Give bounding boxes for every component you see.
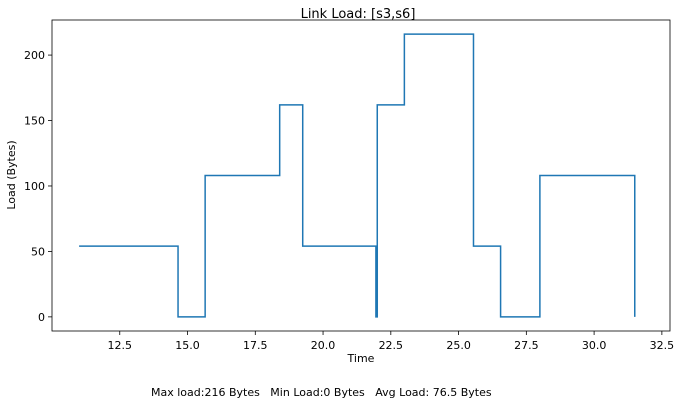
x-tick-label: 20.0 — [311, 339, 336, 352]
x-tick-label: 15.0 — [175, 339, 200, 352]
y-tick-label: 100 — [24, 180, 45, 193]
x-tick-label: 32.5 — [650, 339, 675, 352]
x-axis-ticks: 12.5 15.0 17.5 20.0 22.5 25.0 27.5 30.0 32.5 — [108, 331, 675, 352]
y-tick-label: 150 — [24, 115, 45, 128]
x-tick-label: 25.0 — [446, 339, 471, 352]
x-axis-label: Time — [347, 352, 375, 365]
x-tick-label: 27.5 — [514, 339, 539, 352]
plot-area-frame — [51, 19, 671, 332]
y-tick-label: 200 — [24, 49, 45, 62]
y-tick-label: 0 — [38, 311, 45, 324]
chart-title: Link Load: [s3,s6] — [301, 7, 416, 22]
y-axis-ticks: 0 50 100 150 200 — [24, 49, 52, 324]
x-tick-label: 30.0 — [582, 339, 607, 352]
x-tick-label: 17.5 — [243, 339, 268, 352]
load-summary-footer: Max load:216 Bytes Min Load:0 Bytes Avg … — [151, 386, 492, 399]
y-axis-label: Load (Bytes) — [5, 140, 18, 209]
load-series-line — [79, 33, 636, 318]
x-tick-label: 12.5 — [108, 339, 133, 352]
y-tick-label: 50 — [31, 245, 45, 258]
x-tick-label: 22.5 — [379, 339, 404, 352]
